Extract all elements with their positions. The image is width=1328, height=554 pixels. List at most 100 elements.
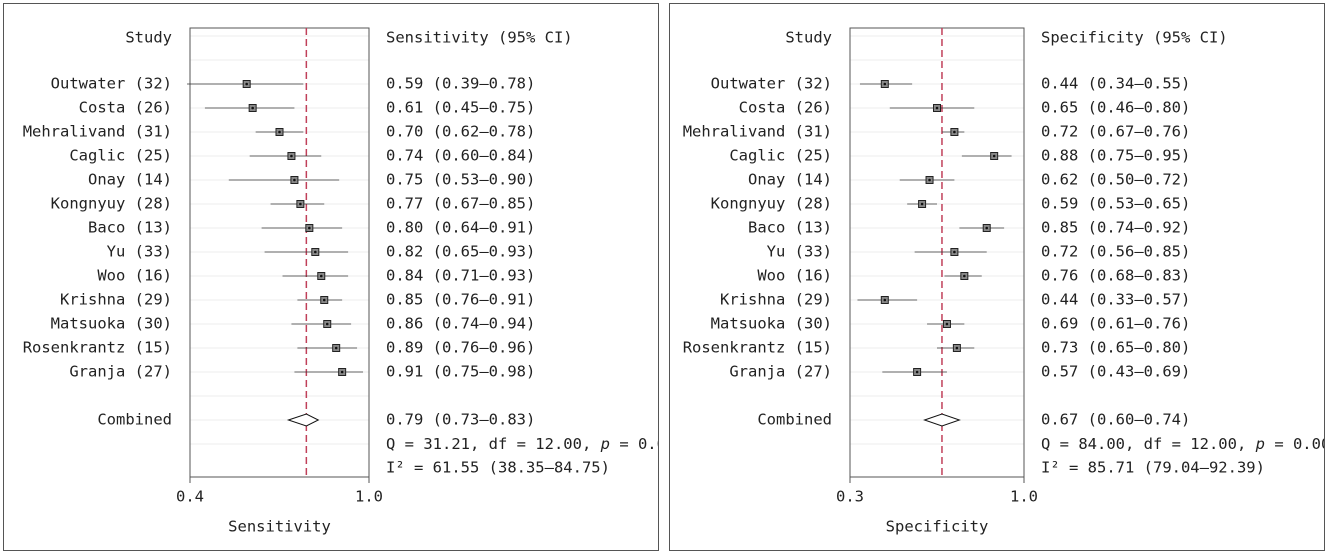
study-estimate-text: 0.88 (0.75–0.95) <box>1041 147 1190 165</box>
study-label: Yu (33) <box>767 243 832 261</box>
point-estimate-dot <box>963 274 966 278</box>
study-label: Baco (13) <box>88 219 172 237</box>
study-column-header: Study <box>785 29 832 47</box>
study-label: Kongnyuy (28) <box>711 195 832 213</box>
combined-label: Combined <box>97 411 172 429</box>
study-estimate-text: 0.80 (0.64–0.91) <box>386 219 535 237</box>
study-label: Costa (26) <box>739 99 832 117</box>
point-estimate-dot <box>278 130 281 134</box>
study-column-header: Study <box>125 29 172 47</box>
point-estimate-dot <box>928 178 931 182</box>
study-estimate-text: 0.72 (0.67–0.76) <box>1041 123 1190 141</box>
study-label: Outwater (32) <box>51 75 172 93</box>
study-estimate-text: 0.84 (0.71–0.93) <box>386 267 535 285</box>
point-estimate-dot <box>293 178 296 182</box>
study-estimate-text: 0.75 (0.53–0.90) <box>386 171 535 189</box>
study-estimate-text: 0.69 (0.61–0.76) <box>1041 315 1190 333</box>
study-label: Baco (13) <box>748 219 832 237</box>
point-estimate-dot <box>314 250 317 254</box>
study-label: Mehralivand (31) <box>683 123 832 141</box>
x-tick-label: 1.0 <box>355 488 383 506</box>
point-estimate-dot <box>334 346 338 350</box>
point-estimate-dot <box>945 322 949 326</box>
study-label: Granja (27) <box>69 363 172 381</box>
study-estimate-text: 0.62 (0.50–0.72) <box>1041 171 1190 189</box>
x-tick-label: 0.3 <box>836 488 864 506</box>
study-estimate-text: 0.74 (0.60–0.84) <box>386 147 535 165</box>
sensitivity-forest-plot: Study Sensitivity (95% CI) Outwater (32) 0.… <box>23 27 658 536</box>
study-estimate-text: 0.44 (0.34–0.55) <box>1041 75 1190 93</box>
point-estimate-dot <box>985 226 989 230</box>
combined-diamond <box>923 413 961 427</box>
study-label: Caglic (25) <box>729 147 832 165</box>
point-estimate-dot <box>308 226 311 230</box>
study-estimate-text: 0.44 (0.33–0.57) <box>1041 291 1190 309</box>
study-label: Kongnyuy (28) <box>51 195 172 213</box>
point-estimate-dot <box>915 370 919 374</box>
x-tick-label: 0.4 <box>176 488 204 506</box>
heterogeneity-q-text: Q = 84.00, df = 12.00, p = 0.00 <box>1041 435 1324 453</box>
point-estimate-dot <box>955 346 959 350</box>
study-estimate-text: 0.65 (0.46–0.80) <box>1041 99 1190 117</box>
combined-estimate-text: 0.67 (0.60–0.74) <box>1041 411 1190 429</box>
point-estimate-dot <box>322 298 326 302</box>
study-estimate-text: 0.82 (0.65–0.93) <box>386 243 535 261</box>
point-estimate-dot <box>953 250 956 254</box>
point-estimate-dot <box>883 82 887 86</box>
heterogeneity-q-text: Q = 31.21, df = 12.00, p = 0.00 <box>386 435 658 453</box>
study-estimate-text: 0.76 (0.68–0.83) <box>1041 267 1190 285</box>
x-tick-label: 1.0 <box>1010 488 1038 506</box>
study-estimate-text: 0.72 (0.56–0.85) <box>1041 243 1190 261</box>
point-estimate-dot <box>290 154 293 158</box>
study-estimate-text: 0.91 (0.75–0.98) <box>386 363 535 381</box>
study-label: Costa (26) <box>79 99 172 117</box>
point-estimate-dot <box>299 202 302 206</box>
sensitivity-forest-panel: Study Sensitivity (95% CI) Outwater (32) 0.… <box>3 3 659 551</box>
study-estimate-text: 0.59 (0.53–0.65) <box>1041 195 1190 213</box>
study-label: Woo (16) <box>97 267 172 285</box>
heterogeneity-i2-text: I² = 85.71 (79.04–92.39) <box>1041 459 1265 477</box>
study-label: Matsuoka (30) <box>51 315 172 333</box>
study-estimate-text: 0.86 (0.74–0.94) <box>386 315 535 333</box>
study-estimate-text: 0.70 (0.62–0.78) <box>386 123 535 141</box>
study-estimate-text: 0.61 (0.45–0.75) <box>386 99 535 117</box>
study-label: Woo (16) <box>757 267 832 285</box>
study-label: Matsuoka (30) <box>711 315 832 333</box>
study-estimate-text: 0.57 (0.43–0.69) <box>1041 363 1190 381</box>
x-axis-label: Sensitivity <box>228 518 331 536</box>
study-label: Mehralivand (31) <box>23 123 172 141</box>
combined-estimate-text: 0.79 (0.73–0.83) <box>386 411 535 429</box>
study-label: Krishna (29) <box>60 291 172 309</box>
point-estimate-dot <box>340 370 344 374</box>
plot-frame <box>849 27 1025 478</box>
point-estimate-dot <box>245 82 248 86</box>
study-label: Rosenkrantz (15) <box>683 339 832 357</box>
study-label: Krishna (29) <box>720 291 832 309</box>
plot-frame <box>189 27 370 478</box>
study-estimate-text: 0.73 (0.65–0.80) <box>1041 339 1190 357</box>
study-estimate-text: 0.85 (0.76–0.91) <box>386 291 535 309</box>
stat-column-header: Sensitivity (95% CI) <box>386 29 573 47</box>
point-estimate-dot <box>325 322 329 326</box>
point-estimate-dot <box>992 154 996 158</box>
stat-column-header: Specificity (95% CI) <box>1041 29 1228 47</box>
study-label: Rosenkrantz (15) <box>23 339 172 357</box>
study-estimate-text: 0.77 (0.67–0.85) <box>386 195 535 213</box>
x-axis-label: Specificity <box>886 518 989 536</box>
point-estimate-dot <box>251 106 254 110</box>
study-estimate-text: 0.85 (0.74–0.92) <box>1041 219 1190 237</box>
point-estimate-dot <box>953 130 956 134</box>
study-label: Caglic (25) <box>69 147 172 165</box>
combined-diamond <box>286 413 320 427</box>
point-estimate-dot <box>920 202 924 206</box>
study-label: Onay (14) <box>748 171 832 189</box>
study-label: Granja (27) <box>729 363 832 381</box>
specificity-forest-panel: Study Specificity (95% CI) Outwater (32) 0.… <box>669 3 1325 551</box>
study-estimate-text: 0.59 (0.39–0.78) <box>386 75 535 93</box>
heterogeneity-i2-text: I² = 61.55 (38.35–84.75) <box>386 459 610 477</box>
study-label: Onay (14) <box>88 171 172 189</box>
point-estimate-dot <box>935 106 939 110</box>
study-estimate-text: 0.89 (0.76–0.96) <box>386 339 535 357</box>
specificity-forest-plot: Study Specificity (95% CI) Outwater (32) 0.… <box>683 27 1324 536</box>
point-estimate-dot <box>883 298 887 302</box>
